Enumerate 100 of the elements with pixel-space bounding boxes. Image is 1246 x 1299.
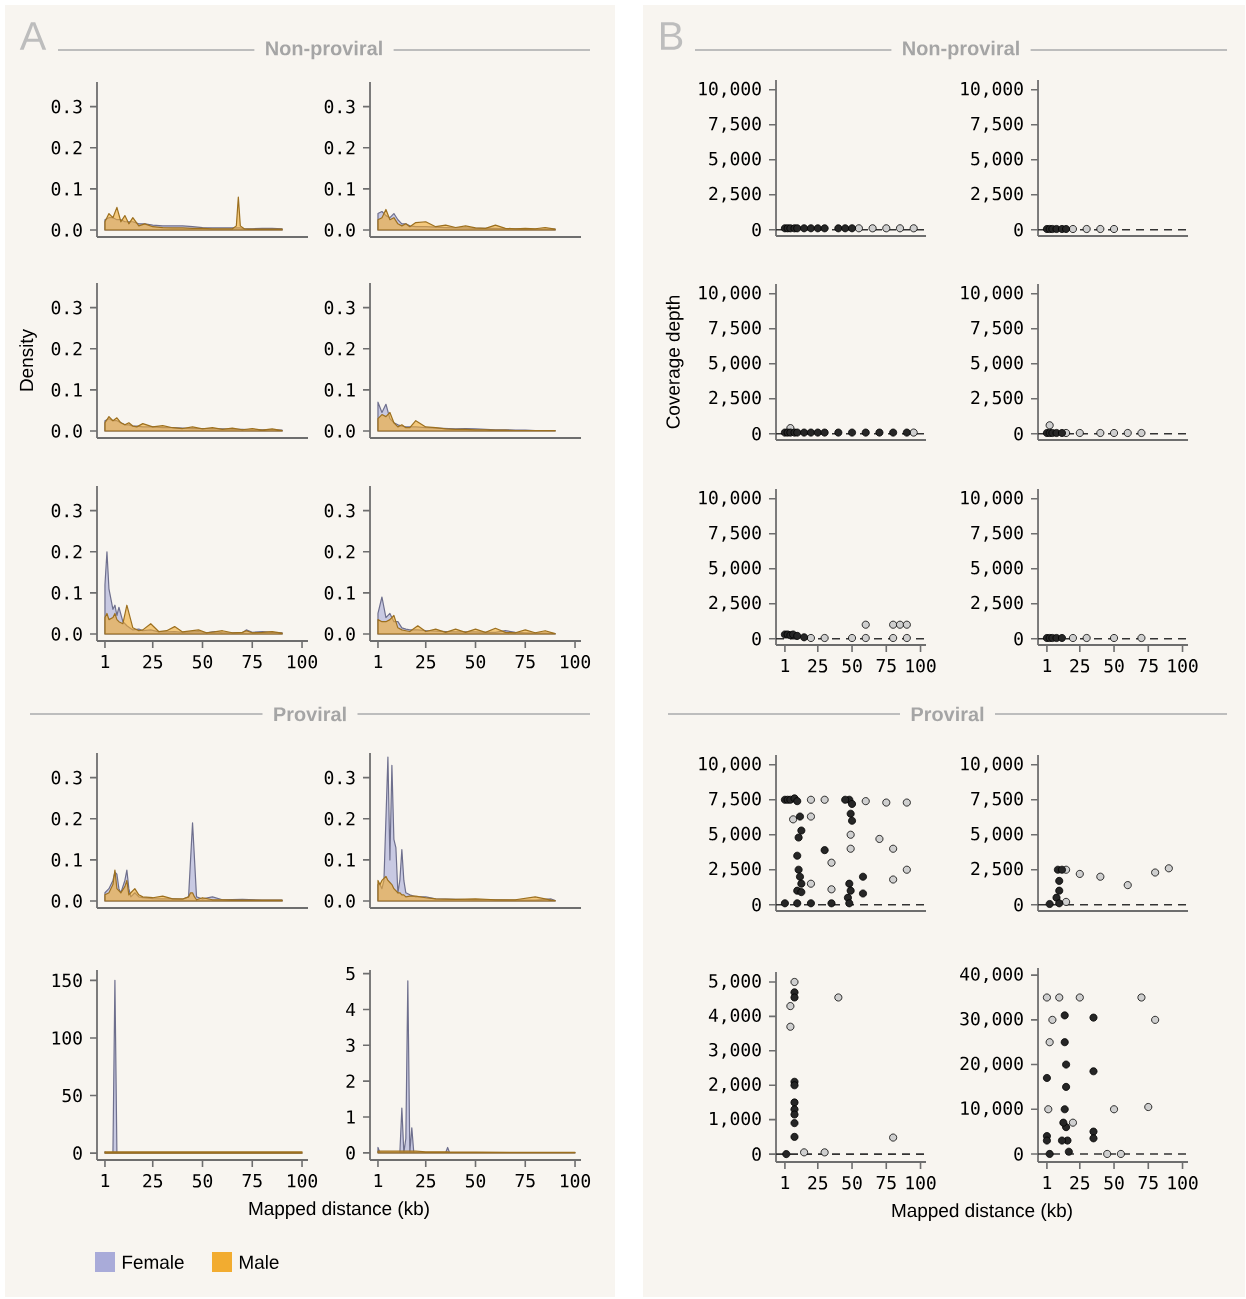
y-tick-label: 0.0 xyxy=(51,894,82,908)
x-tick-label: 75 xyxy=(1138,1176,1158,1190)
y-tick-label: 0.1 xyxy=(324,586,355,600)
text: A xyxy=(19,22,47,50)
y-tick-label: 100 xyxy=(52,1031,82,1045)
x-tick-label: 25 xyxy=(143,1174,163,1188)
y-tick-label: 0 xyxy=(1014,897,1023,912)
y-tick-label: 0.1 xyxy=(51,182,82,196)
y-tick-label: 7,500 xyxy=(709,320,761,337)
y-tick-label: 7,500 xyxy=(709,525,761,542)
x-tick-label: 75 xyxy=(515,1174,535,1188)
y-tick-label: 40,000 xyxy=(960,967,1023,984)
y-tick-label: 7,500 xyxy=(709,116,761,133)
y-tick-label: 5,000 xyxy=(709,974,761,990)
y-tick-label: 2,500 xyxy=(709,390,761,407)
y-tick-label: 0.2 xyxy=(324,140,355,155)
y-tick-label: 0.2 xyxy=(51,140,82,155)
y-tick-label: 7,500 xyxy=(971,525,1023,542)
text: B xyxy=(661,22,683,50)
x-tick-label: 1 xyxy=(101,1174,110,1188)
y-tick-label: 2,000 xyxy=(709,1077,761,1094)
y-tick-label: 0 xyxy=(1014,222,1023,237)
y-tick-label: 5 xyxy=(346,966,355,981)
y-axis-title: Coverage depth xyxy=(665,295,684,429)
x-tick-label: 1 xyxy=(374,655,383,669)
chart-title: Proviral xyxy=(911,706,984,722)
y-tick-label: 0.2 xyxy=(324,811,355,826)
y-tick-label: 0.0 xyxy=(324,627,355,641)
x-tick-label: 25 xyxy=(1070,659,1090,673)
y-tick-label: 0.0 xyxy=(324,894,355,908)
y-tick-label: 5,000 xyxy=(709,826,761,843)
y-tick-label: 4 xyxy=(346,1002,356,1016)
x-tick-label: 75 xyxy=(876,1176,896,1190)
y-tick-label: 150 xyxy=(52,973,82,988)
y-tick-label: 5,000 xyxy=(971,151,1023,168)
y-tick-label: 10,000 xyxy=(699,490,761,507)
y-tick-label: 10,000 xyxy=(961,81,1023,98)
x-tick-label: 25 xyxy=(808,1176,828,1190)
y-tick-label: 0 xyxy=(346,1146,355,1160)
y-tick-label: 30,000 xyxy=(960,1011,1023,1028)
chart-title: Non-proviral xyxy=(266,40,382,60)
x-tick-label: 1 xyxy=(1043,1176,1052,1190)
y-tick-label: 5,000 xyxy=(971,560,1023,577)
y-tick-label: 0.1 xyxy=(51,586,82,600)
x-tick-label: 25 xyxy=(808,659,828,673)
y-tick-label: 5,000 xyxy=(709,151,761,168)
x-tick-label: 75 xyxy=(876,659,896,673)
y-tick-label: 1,000 xyxy=(710,1111,761,1128)
y-tick-label: 0 xyxy=(752,222,761,237)
y-tick-label: 0.3 xyxy=(324,300,355,315)
y-tick-label: 0.2 xyxy=(51,811,82,826)
y-tick-label: 20,000 xyxy=(960,1056,1023,1073)
y-tick-label: 0.0 xyxy=(324,223,355,237)
y-tick-label: 0.3 xyxy=(51,770,82,785)
y-axis-title: Density xyxy=(19,328,37,391)
x-tick-label: 25 xyxy=(143,655,163,669)
y-tick-label: 0.3 xyxy=(324,770,355,785)
x-tick-label: 100 xyxy=(560,655,591,669)
y-tick-label: 10,000 xyxy=(699,756,761,773)
y-tick-label: 0.1 xyxy=(324,383,355,397)
y-tick-label: 0.0 xyxy=(51,627,82,641)
x-tick-label: 75 xyxy=(242,1174,262,1188)
y-tick-label: 2,500 xyxy=(971,390,1023,407)
x-tick-label: 100 xyxy=(906,659,936,673)
x-tick-label: 50 xyxy=(842,1176,862,1190)
x-tick-label: 100 xyxy=(1168,659,1198,673)
y-tick-label: 7,500 xyxy=(709,791,761,808)
y-tick-label: 0.1 xyxy=(51,383,82,397)
y-tick-label: 2,500 xyxy=(971,861,1023,878)
y-tick-label: 0.2 xyxy=(51,341,82,356)
x-tick-label: 100 xyxy=(287,655,318,669)
y-tick-label: 0 xyxy=(1014,1147,1023,1161)
y-tick-label: 2,500 xyxy=(709,186,761,203)
y-tick-label: 0 xyxy=(1014,631,1023,646)
y-tick-label: 0 xyxy=(752,1147,761,1161)
y-tick-label: 3 xyxy=(346,1038,355,1053)
x-tick-label: 25 xyxy=(1070,1176,1090,1190)
x-tick-label: 50 xyxy=(465,1174,486,1188)
x-tick-label: 50 xyxy=(1104,1176,1124,1190)
x-tick-label: 100 xyxy=(906,1176,936,1190)
x-tick-label: 25 xyxy=(416,1174,436,1188)
y-tick-label: 1 xyxy=(347,1110,355,1124)
x-tick-label: 75 xyxy=(242,655,262,669)
y-tick-label: 0.0 xyxy=(51,424,82,438)
y-tick-label: 0 xyxy=(752,426,761,441)
y-tick-label: 3,000 xyxy=(709,1042,761,1059)
y-tick-label: 0.0 xyxy=(324,424,355,438)
y-tick-label: 10,000 xyxy=(699,81,761,98)
y-tick-label: 0.2 xyxy=(324,544,355,559)
legend-label: Male xyxy=(239,1255,279,1269)
y-tick-label: 0.3 xyxy=(51,300,82,315)
y-tick-label: 0.2 xyxy=(51,544,82,559)
legend-label: Female xyxy=(122,1255,184,1269)
y-tick-label: 0.0 xyxy=(51,223,82,237)
y-tick-label: 0 xyxy=(73,1146,82,1160)
x-tick-label: 100 xyxy=(560,1174,591,1188)
y-tick-label: 0.1 xyxy=(51,853,82,867)
x-axis-title: Mapped distance (kb) xyxy=(892,1203,1072,1221)
y-tick-label: 0.1 xyxy=(324,853,355,867)
x-tick-label: 50 xyxy=(192,655,213,669)
